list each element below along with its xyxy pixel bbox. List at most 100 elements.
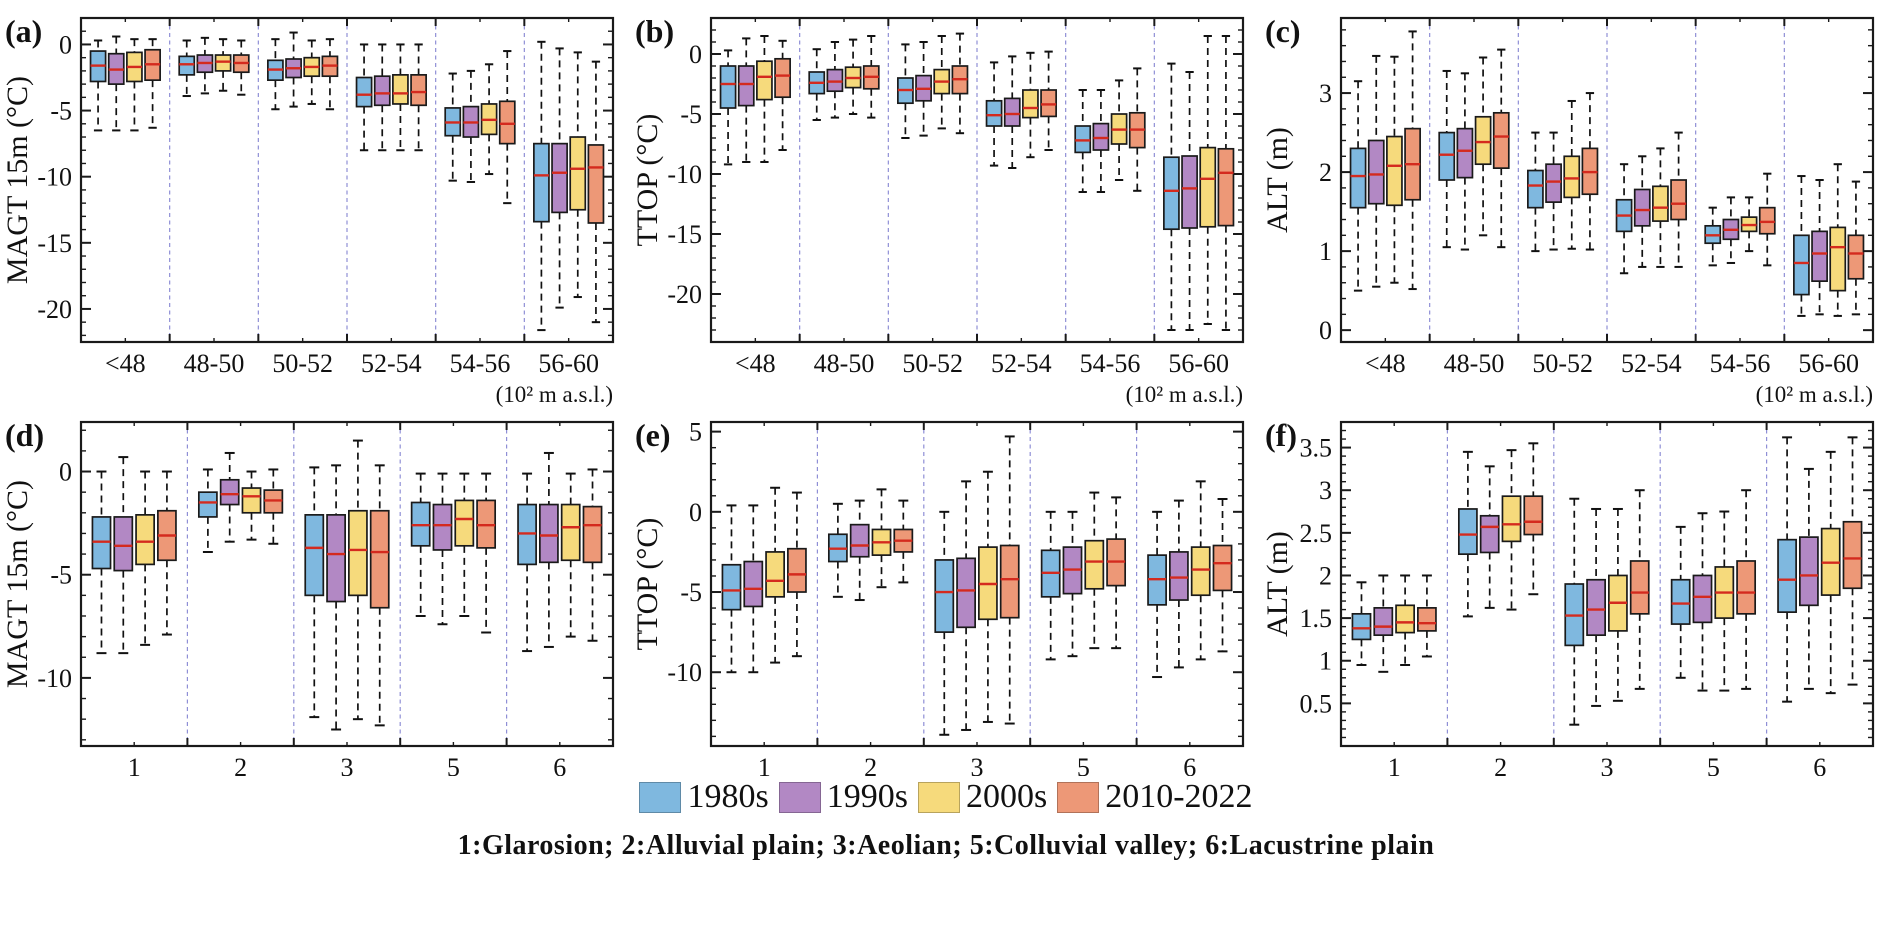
box-group: [1212, 497, 1233, 653]
x-tick-label: 56-60: [538, 349, 599, 378]
box-group: [1190, 480, 1211, 661]
box-group: [219, 451, 240, 543]
box-group: [321, 38, 339, 111]
x-tick-label: 3: [1601, 753, 1614, 776]
y-tick-label: 0: [59, 30, 72, 59]
x-tick-label: 48-50: [1444, 349, 1505, 378]
box-group: [1386, 55, 1403, 284]
y-tick-label: 1.5: [1300, 604, 1333, 633]
box-group: [348, 439, 368, 721]
y-axis-label: MAGT 15m (°C): [1, 76, 34, 284]
box-group: [1106, 496, 1127, 650]
iqr-box: [787, 547, 807, 593]
y-tick-label: -10: [37, 664, 72, 693]
y-tick-label: 2: [1319, 561, 1332, 590]
iqr-box: [721, 563, 742, 611]
x-axis-unit: (10² m a.s.l.): [1126, 382, 1243, 407]
series-2000s: [126, 38, 587, 299]
box-group: [915, 41, 932, 137]
box-group: [1501, 449, 1522, 611]
iqr-box: [826, 68, 844, 93]
iqr-box: [355, 76, 373, 108]
box-group: [410, 472, 431, 617]
y-tick-label: -15: [37, 229, 72, 258]
x-tick-label: 6: [1813, 753, 1826, 776]
iqr-box: [1395, 604, 1415, 634]
box-group: [135, 470, 155, 646]
y-tick-label: 2.5: [1300, 519, 1333, 548]
y-tick-label: -10: [667, 160, 702, 189]
x-tick-label: 52-54: [991, 349, 1052, 378]
box-group: [304, 466, 325, 719]
iqr-box: [1633, 188, 1651, 227]
iqr-box: [1168, 551, 1189, 601]
iqr-box: [1199, 146, 1217, 228]
y-tick-label: 3.5: [1300, 434, 1333, 463]
iqr-box: [1777, 538, 1797, 613]
series-2000s: [756, 35, 1217, 325]
box-group: [157, 470, 177, 636]
box-group: [1084, 491, 1105, 650]
series-2010-2022: [1404, 30, 1865, 316]
y-tick-label: -5: [50, 561, 72, 590]
iqr-box: [551, 142, 568, 214]
panel-a-chart: 0 -5 -10 -15 -20 (a) MAGT 15m (°C) <48 48-50 50-5…: [1, 13, 615, 407]
box-group: [1457, 450, 1478, 618]
iqr-box: [1492, 111, 1510, 169]
iqr-box: [392, 74, 409, 105]
panel-c-chart: 0 1 2 3 (c) ALT (m) <48 48-50 50-52 52-54 54-56 56-…: [1261, 13, 1875, 407]
box-group: [454, 472, 475, 617]
iqr-box: [373, 75, 391, 107]
box-group: [410, 43, 427, 152]
box-group: [1349, 80, 1367, 292]
box-group: [1714, 510, 1735, 692]
x-tick-label: 2: [864, 753, 877, 776]
iqr-box: [241, 487, 262, 514]
box-group: [107, 35, 125, 132]
axis-frame: [709, 420, 1245, 748]
iqr-box: [1479, 514, 1500, 554]
box-group: [1199, 35, 1217, 325]
x-tick-label: 2: [234, 753, 247, 776]
axis-frame: [1339, 16, 1875, 344]
iqr-box: [1545, 163, 1562, 203]
x-tick-label: 48-50: [184, 349, 245, 378]
y-tick-label: 3: [1319, 476, 1332, 505]
iqr-box: [1842, 520, 1863, 590]
box-group: [871, 488, 892, 589]
box-group: [587, 60, 605, 324]
x-tick-label: 5: [1707, 753, 1720, 776]
x-tick-label: <48: [105, 349, 146, 378]
box-group: [1842, 436, 1863, 686]
series-2000s: [765, 470, 1211, 723]
x-tick-label: 1: [128, 753, 141, 776]
iqr-box: [135, 514, 155, 566]
box-group: [1722, 196, 1740, 264]
box-group: [1633, 155, 1651, 268]
iqr-box: [533, 142, 550, 223]
series-1980s: [721, 502, 1167, 736]
series-1980s: [1349, 69, 1810, 317]
x-tick-label: 56-60: [1798, 349, 1859, 378]
legend-swatch-1990s: [778, 781, 821, 813]
legend-label-2000s: 2000s: [965, 778, 1048, 815]
box-group: [1740, 196, 1758, 253]
iqr-box: [304, 514, 325, 597]
box-group: [285, 31, 302, 108]
iqr-box: [1629, 560, 1650, 615]
box-group: [1062, 510, 1083, 658]
box-group: [1351, 581, 1372, 666]
axis-frame: [79, 420, 615, 748]
box-group: [1456, 72, 1474, 251]
box-group: [999, 435, 1020, 725]
box-group: [533, 40, 550, 332]
box-group: [787, 491, 807, 658]
iqr-box: [774, 57, 791, 99]
y-tick-label: 3: [1319, 79, 1332, 108]
series-2010-2022: [774, 32, 1235, 331]
y-tick-label: 0: [689, 40, 702, 69]
iqr-box: [743, 560, 764, 608]
box-group: [737, 37, 755, 163]
iqr-box: [1367, 139, 1385, 205]
series-1980s: [1351, 436, 1797, 726]
